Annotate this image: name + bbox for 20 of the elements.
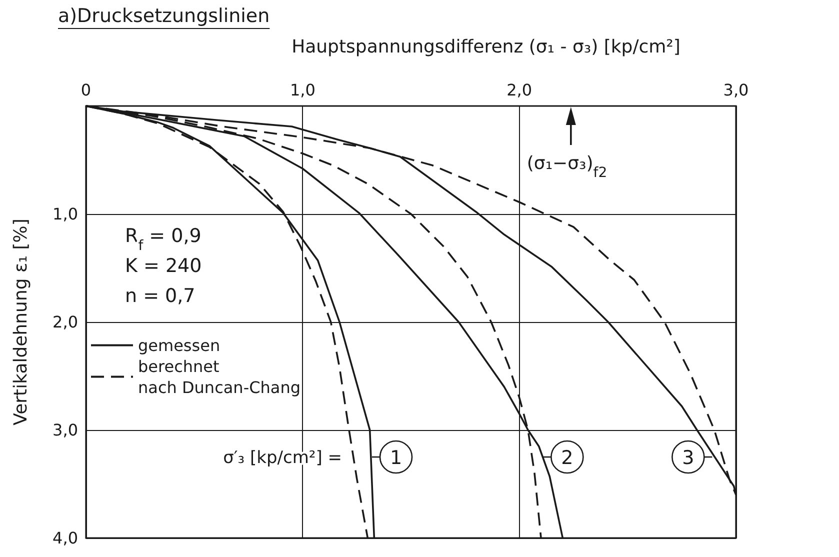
y-tick-label: 1,0 (52, 204, 78, 224)
legend-label: gemessen (138, 336, 220, 355)
x-tick-label: 1,0 (290, 80, 316, 100)
x-tick-label: 3,0 (723, 80, 749, 100)
annotation: (σ₁−σ₃)$_{f2}$ (526, 153, 608, 181)
annotation: 3 (682, 447, 694, 469)
annotation: 1 (390, 447, 402, 469)
y-tick-label: 2,0 (52, 312, 78, 332)
y-tick-label: 4,0 (52, 528, 78, 548)
annotation: n = 0,7 (125, 285, 196, 307)
x-tick-label: 0 (80, 80, 92, 100)
annotation: R$_{f}$ = 0,9 (125, 225, 202, 254)
annotation: 2 (561, 447, 574, 469)
x-axis-title: Hauptspannungsdifferenz (σ₁ - σ₃) [kp/cm²] (292, 36, 680, 58)
annotation: K = 240 (125, 255, 202, 277)
x-tick-label: 2,0 (506, 80, 532, 100)
legend-label: berechnet nach Duncan-Chang (138, 356, 300, 397)
y-tick-label: 3,0 (52, 420, 78, 440)
y-axis-title: Vertikaldehnung ε₁ [%] (10, 218, 32, 426)
chart-title: a)Drucksetzungslinien (58, 5, 270, 27)
